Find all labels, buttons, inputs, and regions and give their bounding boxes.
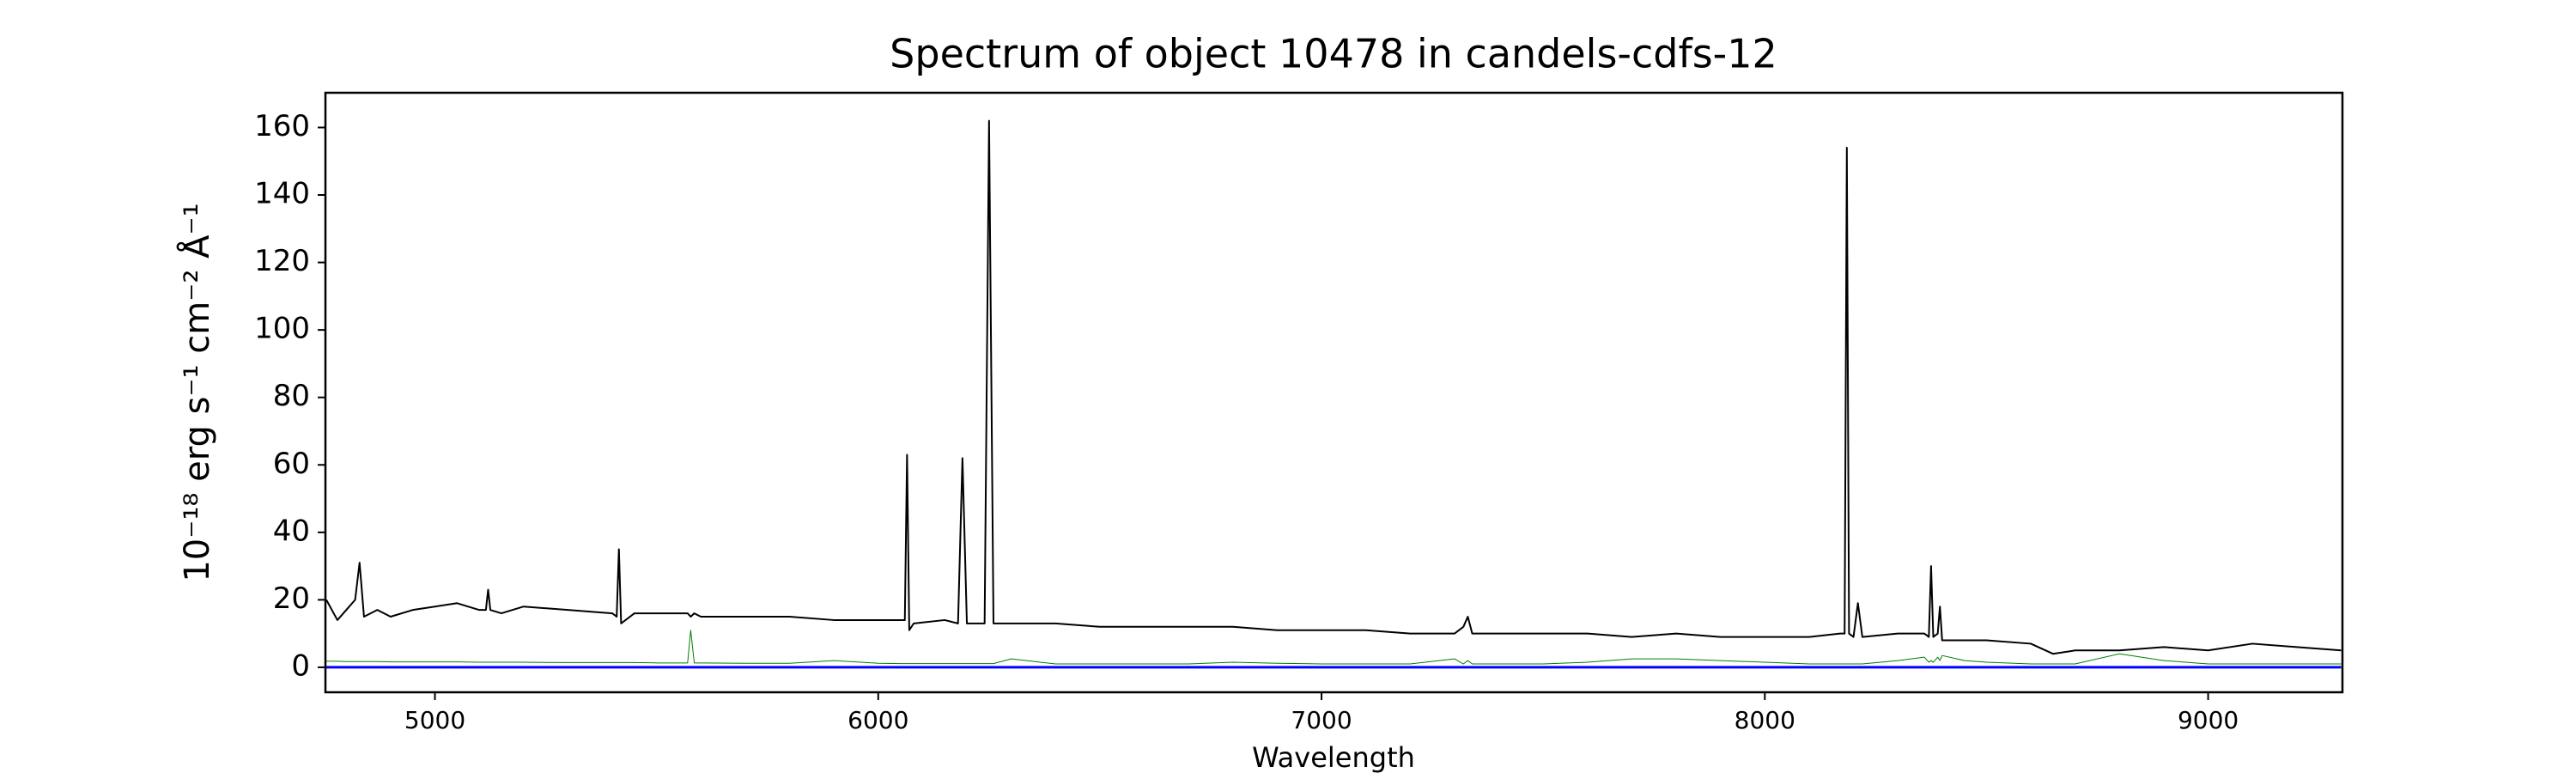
y-axis-label: 10⁻¹⁸ erg s⁻¹ cm⁻² Å⁻¹ — [176, 203, 217, 581]
chart-title: Spectrum of object 10478 in candels-cdfs… — [890, 31, 1777, 77]
spectrum-line — [325, 119, 2342, 655]
y-tick-label: 0 — [291, 648, 310, 683]
y-tick-label: 100 — [254, 312, 310, 346]
x-axis-label: Wavelength — [1252, 741, 1415, 773]
x-tick-label: 9000 — [2178, 706, 2239, 734]
y-tick-label: 60 — [273, 447, 310, 481]
plot-frame — [324, 91, 2344, 694]
plot-area — [325, 119, 2342, 669]
x-tick-label: 6000 — [848, 706, 908, 734]
x-tick-label: 5000 — [404, 706, 465, 734]
x-tick-label: 7000 — [1291, 706, 1352, 734]
y-tick-label: 160 — [254, 109, 310, 143]
y-tick-label: 140 — [254, 177, 310, 211]
spectrum-line — [326, 630, 2342, 665]
y-tick-label: 20 — [273, 581, 310, 616]
y-tick-label: 40 — [273, 514, 310, 548]
y-tick-label: 120 — [254, 244, 310, 278]
x-tick-label: 8000 — [1735, 706, 1795, 734]
y-tick-label: 80 — [273, 379, 310, 413]
